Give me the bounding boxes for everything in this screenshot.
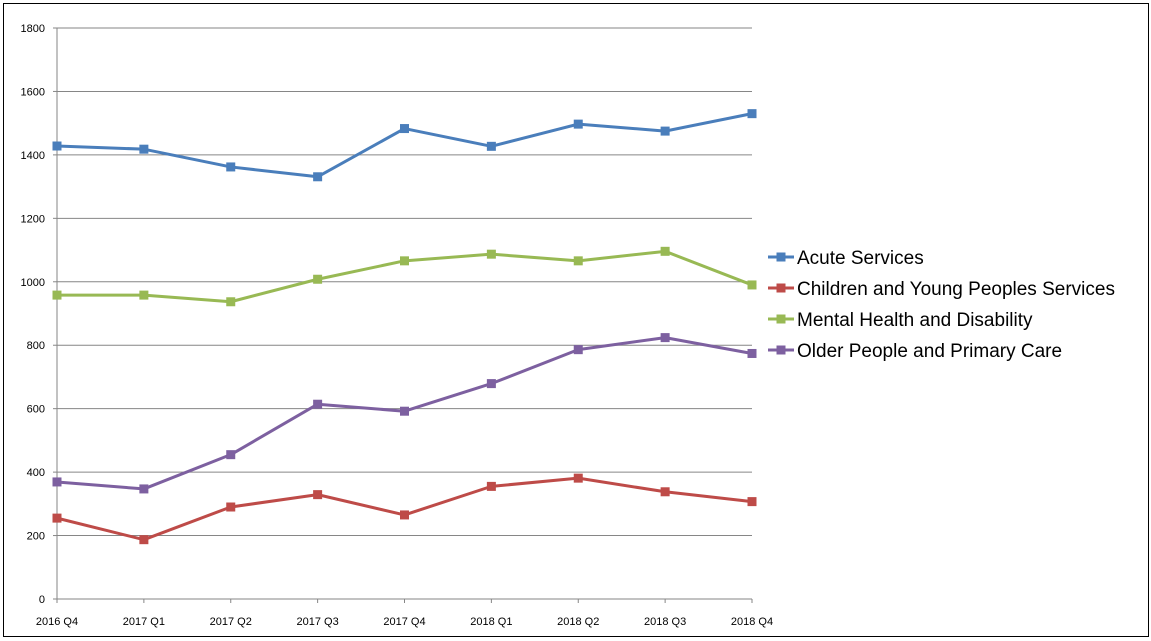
y-tick-labels: 0 200 400 600 800 1000 1200 1400 1600 1800 [21, 23, 57, 606]
series-3 [52, 246, 757, 307]
data-point [486, 379, 496, 389]
data-point [747, 497, 757, 507]
legend-label: Acute Services [797, 248, 924, 269]
data-point [226, 502, 236, 512]
data-point [660, 126, 670, 136]
x-tick-label: 2016 Q4 [36, 616, 78, 628]
series-4 [52, 333, 757, 494]
data-point [573, 473, 583, 483]
legend-item: Acute Services [768, 248, 924, 269]
y-tick-label: 1000 [21, 277, 45, 289]
chart-frame [3, 3, 1149, 637]
data-point [486, 249, 496, 259]
data-point [400, 510, 409, 520]
data-point [400, 256, 409, 266]
series-line [56, 112, 753, 179]
y-tick-label: 1600 [21, 86, 45, 98]
y-tick-label: 200 [27, 531, 45, 543]
data-point [747, 280, 757, 290]
legend-swatch-marker [776, 345, 786, 355]
data-point [139, 484, 149, 494]
data-point [139, 290, 149, 300]
x-tick-labels: 2016 Q4 2017 Q1 2017 Q2 2017 Q3 2017 Q4 2018 … [36, 599, 773, 628]
data-point [400, 124, 409, 134]
data-point [486, 481, 496, 491]
data-point [313, 172, 323, 182]
data-point [660, 333, 670, 343]
data-point [747, 348, 757, 358]
data-point [486, 141, 496, 151]
data-point [313, 490, 323, 500]
data-point [313, 274, 323, 284]
data-point [573, 119, 583, 129]
data-point [139, 535, 149, 545]
legend-item: Mental Health and Disability [768, 310, 1033, 331]
data-point [660, 487, 670, 497]
legend-label: Mental Health and Disability [797, 310, 1033, 331]
legend-swatch-marker [776, 314, 786, 324]
y-tick-label: 1200 [21, 213, 45, 225]
y-tick-label: 600 [27, 404, 45, 416]
x-tick-label: 2017 Q1 [123, 616, 165, 628]
y-tick-label: 400 [27, 467, 45, 479]
x-tick-label: 2018 Q3 [644, 616, 686, 628]
data-point [747, 109, 757, 119]
data-point [313, 399, 323, 409]
data-point [52, 477, 62, 487]
series-2 [52, 473, 757, 545]
data-point [52, 141, 62, 151]
legend-label: Children and Young Peoples Services [797, 279, 1115, 300]
legend-label: Older People and Primary Care [797, 341, 1062, 362]
x-tick-label: 2018 Q1 [470, 616, 512, 628]
gridlines [57, 27, 752, 537]
x-tick-label: 2017 Q4 [383, 616, 425, 628]
legend-item: Children and Young Peoples Services [768, 279, 1115, 300]
y-tick-label: 1400 [21, 150, 45, 162]
data-point [139, 144, 149, 154]
x-tick-label: 2018 Q4 [731, 616, 773, 628]
series [52, 109, 757, 545]
legend: Acute Services Children and Young Peoples… [768, 248, 1115, 362]
y-tick-label: 1800 [21, 23, 45, 35]
y-tick-label: 0 [39, 594, 45, 606]
data-point [573, 256, 583, 266]
series-line [56, 476, 753, 542]
x-tick-label: 2017 Q2 [210, 616, 252, 628]
data-point [226, 297, 236, 307]
data-point [52, 290, 62, 300]
data-point [226, 162, 236, 172]
x-tick-label: 2018 Q2 [557, 616, 599, 628]
data-point [226, 450, 236, 460]
legend-swatch-marker [776, 252, 786, 262]
data-point [660, 246, 670, 256]
data-point [573, 345, 583, 355]
legend-swatch-marker [776, 283, 786, 293]
y-tick-label: 800 [27, 340, 45, 352]
x-tick-label: 2017 Q3 [297, 616, 339, 628]
data-point [400, 406, 409, 416]
legend-item: Older People and Primary Care [768, 341, 1062, 362]
series-1 [52, 109, 757, 182]
data-point [52, 513, 62, 523]
